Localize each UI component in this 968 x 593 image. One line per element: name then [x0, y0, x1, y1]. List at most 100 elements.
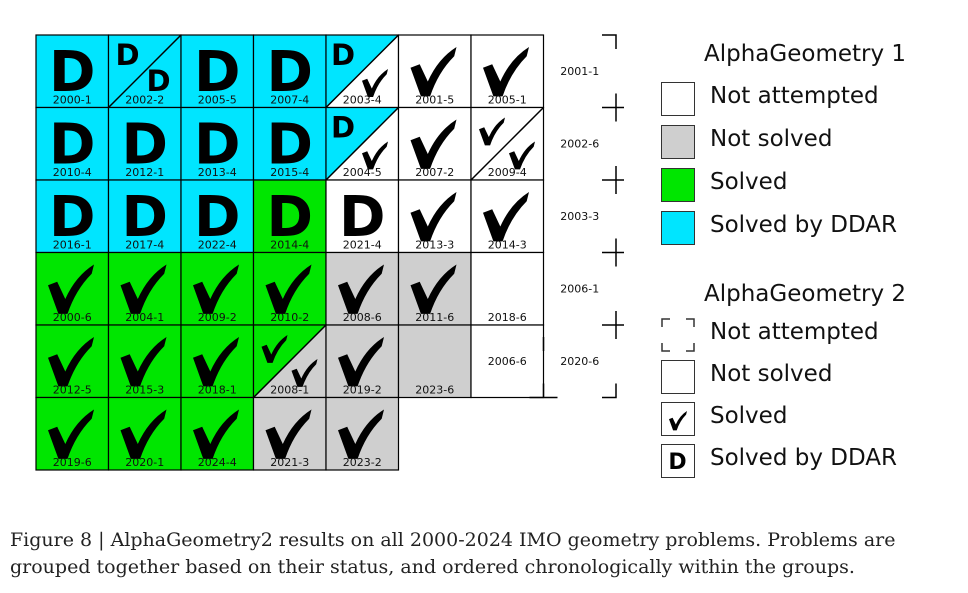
check-mark — [48, 337, 94, 387]
legend-swatch: D — [661, 444, 695, 478]
ddar-mark: D — [339, 185, 385, 250]
legend-label: Not attempted — [710, 83, 879, 109]
problem-label: 2008-6 — [343, 311, 382, 324]
problem-label: 2021-3 — [270, 456, 309, 469]
check-mark — [265, 264, 312, 314]
problem-label: 2020-1 — [125, 456, 164, 469]
check-mark — [193, 409, 239, 459]
problem-label: 2001-5 — [415, 94, 454, 107]
dashed-swatch-icon — [661, 318, 695, 352]
legend-swatch — [661, 168, 695, 202]
cell-background — [181, 180, 254, 253]
figure-caption: Figure 8 | AlphaGeometry2 results on all… — [10, 529, 896, 578]
problem-label: 2000-6 — [53, 311, 92, 324]
problem-cell: 2015-3 — [107, 324, 182, 399]
problem-label: 2006-6 — [488, 355, 527, 368]
legend-ag2-title: AlphaGeometry 2 — [704, 281, 907, 307]
problem-label: 2020-6 — [560, 355, 599, 368]
problem-cell: 2023-6 — [397, 324, 472, 399]
ddar-mark: D — [194, 40, 240, 105]
check-mark — [48, 264, 94, 314]
ddar-mark: D — [194, 113, 240, 178]
problem-cell: 2000-6 — [35, 251, 110, 326]
problem-label: 2022-4 — [198, 239, 237, 252]
cell-background — [253, 35, 326, 108]
problem-label: 2003-3 — [560, 210, 599, 223]
problem-label: 2010-4 — [53, 166, 92, 179]
problem-label: 2023-6 — [415, 384, 454, 397]
problem-label: 2004-5 — [343, 166, 382, 179]
legend-swatch — [661, 82, 695, 116]
split-line — [470, 106, 545, 181]
check-mark — [338, 264, 384, 314]
split-line — [325, 106, 400, 181]
check-mark — [338, 409, 384, 459]
problem-label: 2015-3 — [125, 384, 164, 397]
check-mark — [509, 141, 535, 170]
cell-background — [108, 180, 181, 253]
problem-cell: 2003-3 — [560, 210, 599, 223]
problem-label: 2016-1 — [53, 239, 92, 252]
problem-label: 2019-2 — [343, 384, 382, 397]
problem-label: 2001-1 — [560, 65, 599, 78]
check-mark — [193, 264, 239, 314]
problem-label: 2018-6 — [488, 311, 527, 324]
cell-background — [36, 180, 109, 253]
problem-label: 2000-1 — [53, 94, 92, 107]
problem-label: 2003-4 — [343, 94, 382, 107]
problem-label: 2019-6 — [53, 456, 92, 469]
problem-label: 2023-2 — [343, 456, 382, 469]
legend-swatch — [661, 125, 695, 159]
split-line — [325, 34, 400, 109]
problem-cell: 2012-5 — [35, 324, 110, 399]
problem-label: 2002-6 — [560, 138, 599, 151]
problem-label: 2011-6 — [415, 311, 454, 324]
ddar-mark: D — [267, 113, 313, 178]
cell-background — [108, 107, 181, 180]
check-mark — [120, 409, 167, 459]
svg-text:D: D — [668, 450, 686, 475]
cell-background — [253, 107, 326, 180]
cell-border — [325, 396, 400, 471]
ddar-mark: D — [49, 40, 95, 105]
problem-label: 2014-4 — [270, 239, 309, 252]
legend-label: Not solved — [710, 126, 833, 152]
problem-cell: 2020-6 — [560, 355, 599, 368]
problem-cell: 2006-6 — [470, 324, 545, 399]
ddar-mark: D — [49, 113, 95, 178]
check-mark — [479, 117, 505, 146]
check-mark — [48, 409, 94, 459]
problem-cell: 2001-1 — [560, 65, 599, 78]
problem-label: 2007-2 — [415, 166, 454, 179]
problem-label: 2024-4 — [198, 456, 237, 469]
problem-cell: D 2003-4 — [325, 34, 400, 109]
problem-cell: 2013-3 — [397, 179, 472, 254]
problem-cell: 2006-1 — [560, 283, 599, 296]
dashed-cross — [602, 311, 624, 339]
problem-cell: 2019-2 — [325, 324, 400, 399]
ddar-mark: D — [122, 185, 168, 250]
legend-label: Solved — [710, 169, 788, 195]
problem-cell: 2005-1 — [470, 34, 545, 109]
problem-cell: 2004-1 — [107, 251, 182, 326]
check-mark — [120, 264, 167, 314]
problem-cell: 2008-1 — [252, 324, 327, 399]
problem-label: 2012-5 — [53, 384, 92, 397]
ddar-mark: D — [331, 38, 355, 72]
ddar-icon: D — [668, 450, 686, 475]
check-mark — [362, 69, 388, 97]
cell-background — [398, 325, 471, 398]
problem-cell: 2018-1 — [180, 324, 255, 399]
legend-label: Solved by DDAR — [710, 445, 897, 471]
legend-swatch — [661, 402, 695, 436]
check-mark — [410, 119, 457, 169]
